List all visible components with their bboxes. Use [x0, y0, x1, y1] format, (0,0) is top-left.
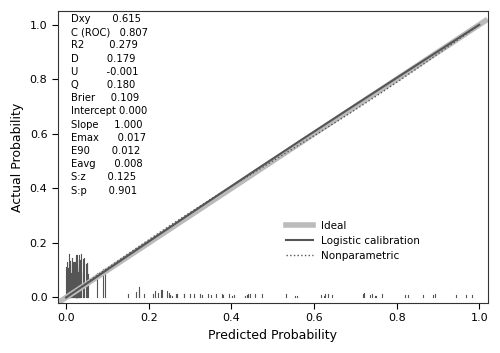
Nonparametric	[316, 131, 322, 135]
Nonparametric	[412, 68, 418, 72]
Ideal	[484, 17, 490, 22]
Nonparametric	[309, 135, 315, 139]
Ideal	[318, 127, 324, 131]
Logistic calibration	[80, 284, 86, 288]
Legend: Ideal, Logistic calibration, Nonparametric: Ideal, Logistic calibration, Nonparametr…	[286, 221, 420, 261]
Logistic calibration	[456, 36, 462, 40]
Y-axis label: Actual Probability: Actual Probability	[11, 102, 24, 212]
Ideal	[56, 300, 62, 304]
Logistic calibration	[140, 243, 146, 247]
Ideal	[309, 133, 315, 137]
Logistic calibration	[88, 279, 94, 283]
Ideal	[310, 132, 316, 136]
Nonparametric	[476, 23, 482, 27]
Logistic calibration	[63, 295, 69, 300]
Logistic calibration	[441, 45, 447, 49]
Line: Nonparametric: Nonparametric	[66, 25, 480, 298]
Line: Ideal: Ideal	[58, 19, 488, 303]
X-axis label: Predicted Probability: Predicted Probability	[208, 329, 337, 342]
Nonparametric	[438, 50, 444, 54]
Logistic calibration	[476, 23, 482, 27]
Ideal	[444, 44, 450, 48]
Text: Dxy       0.615
C (ROC)   0.807
R2        0.279
D         0.179
U         -0.001: Dxy 0.615 C (ROC) 0.807 R2 0.279 D 0.179…	[70, 14, 148, 196]
Logistic calibration	[173, 221, 179, 225]
Ideal	[55, 301, 61, 305]
Nonparametric	[308, 136, 314, 140]
Ideal	[417, 62, 423, 66]
Line: Logistic calibration: Logistic calibration	[66, 25, 480, 298]
Nonparametric	[63, 295, 69, 300]
Nonparametric	[64, 294, 70, 299]
